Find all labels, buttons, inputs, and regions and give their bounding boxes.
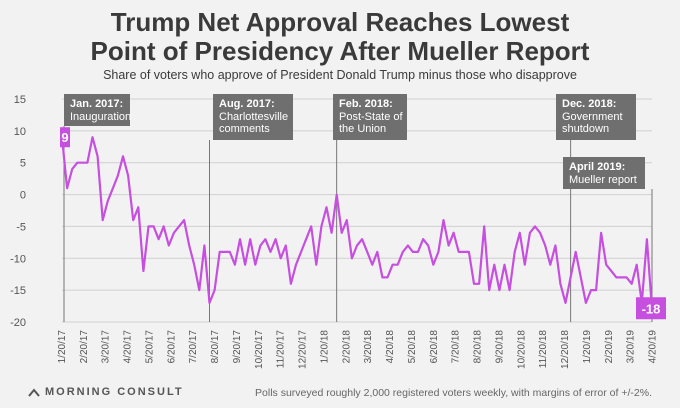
end-value-label: -18: [642, 301, 661, 316]
annotation-title: Jan. 2017:: [70, 98, 123, 110]
annotation-text: shutdown: [562, 123, 609, 135]
annotation-text: comments: [219, 123, 270, 135]
annotation-text: Post-State of: [339, 111, 404, 123]
start-value-label-bg: [60, 127, 70, 148]
x-tick-label: 12/20/18: [560, 330, 571, 369]
chart-subtitle: Share of voters who approve of President…: [103, 68, 577, 82]
net-approval-line: [60, 136, 654, 310]
x-tick-label: 3/20/19: [626, 330, 637, 364]
x-tick-label: 6/20/18: [429, 330, 440, 364]
annotation-text: Inauguration: [70, 111, 131, 123]
y-tick-label: 15: [14, 94, 26, 106]
y-tick-label: 5: [20, 158, 26, 170]
annotation-title: Dec. 2018:: [562, 98, 616, 110]
y-tick-label: -10: [10, 253, 26, 265]
chart-title-line1: Trump Net Approval Reaches Lowest: [110, 7, 570, 37]
annotation-bg: [556, 94, 636, 140]
annotation-bg: [64, 94, 130, 126]
annotation-box: April 2019:Mueller report: [563, 157, 645, 189]
annotation-text: the Union: [339, 123, 386, 135]
x-tick-label: 5/20/18: [407, 330, 418, 364]
x-tick-label: 7/20/17: [188, 330, 199, 364]
x-tick-label: 2/20/19: [604, 330, 615, 364]
x-tick-label: 11/20/18: [538, 330, 549, 369]
x-tick-label: 11/20/17: [276, 330, 287, 369]
x-tick-label: 9/20/18: [494, 330, 505, 364]
morning-consult-logo: MORNING CONSULT: [28, 386, 184, 398]
x-tick-label: 1/20/17: [57, 330, 68, 364]
x-tick-label: 1/20/19: [582, 330, 593, 364]
annotation-title: Feb. 2018:: [339, 98, 393, 110]
annotation-text: Government: [562, 111, 623, 123]
chart-title: Trump Net Approval Reaches Lowest Point …: [0, 8, 680, 66]
brand-name: MORNING CONSULT: [45, 386, 184, 398]
annotation-bg: [563, 157, 645, 189]
start-value-label: 9: [61, 130, 68, 145]
y-tick-label: 10: [14, 126, 26, 138]
x-tick-label: 4/20/17: [123, 330, 134, 364]
annotation-text: Charlottesville: [219, 111, 288, 123]
annotation-text: Mueller report: [569, 174, 637, 186]
x-tick-label: 5/20/17: [144, 330, 155, 364]
x-tick-label: 4/20/18: [385, 330, 396, 364]
y-tick-label: 0: [20, 190, 26, 202]
x-tick-label: 4/20/19: [648, 330, 659, 364]
x-tick-label: 10/20/17: [254, 330, 265, 369]
footer-note: Polls surveyed roughly 2,000 registered …: [255, 387, 652, 399]
x-tick-label: 2/20/18: [341, 330, 352, 364]
x-tick-label: 2/20/17: [79, 330, 90, 364]
x-tick-label: 8/20/17: [210, 330, 221, 364]
annotation-box: Jan. 2017:Inauguration: [64, 94, 131, 126]
x-tick-label: 1/20/18: [319, 330, 330, 364]
chart-title-line2: Point of Presidency After Mueller Report: [90, 36, 590, 66]
y-tick-label: -15: [10, 285, 26, 297]
x-tick-label: 10/20/18: [516, 330, 527, 369]
x-tick-label: 8/20/18: [473, 330, 484, 364]
annotation-title: April 2019:: [569, 161, 625, 173]
x-tick-label: 9/20/17: [232, 330, 243, 364]
annotation-bg: [213, 94, 293, 140]
end-value-label-bg: [636, 297, 666, 320]
x-tick-label: 12/20/17: [298, 330, 309, 369]
y-tick-label: -5: [16, 221, 26, 233]
x-tick-label: 3/20/18: [363, 330, 374, 364]
morning-consult-logo-icon: [28, 388, 40, 397]
x-tick-label: 6/20/17: [166, 330, 177, 364]
annotation-title: Aug. 2017:: [219, 98, 275, 110]
x-tick-label: 3/20/17: [101, 330, 112, 364]
y-tick-label: -20: [10, 317, 26, 329]
annotation-bg: [333, 94, 407, 140]
x-tick-label: 7/20/18: [451, 330, 462, 364]
